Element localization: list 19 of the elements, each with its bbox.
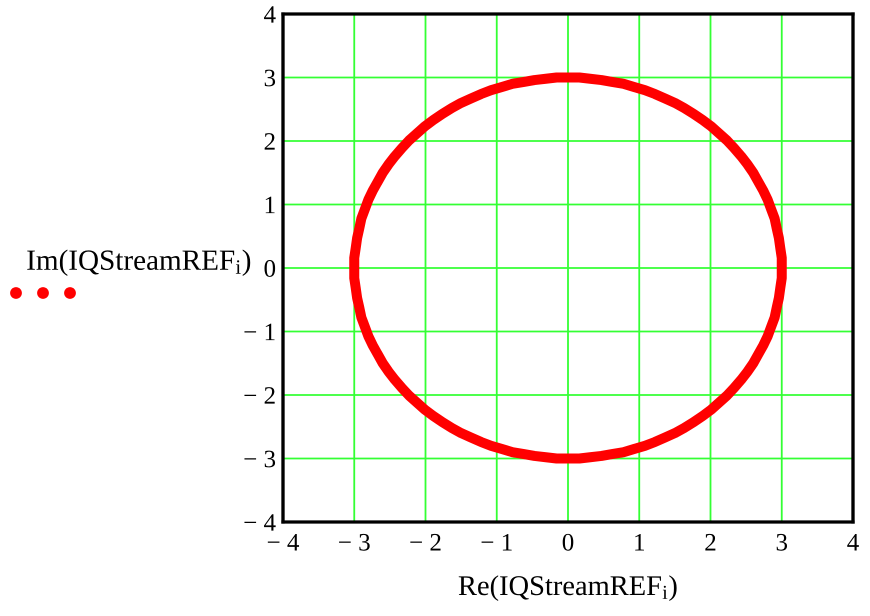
x-tick-label: 0 [562,534,574,551]
x-axis-title: Re(IQStreamREF$_{i}$) [458,575,677,602]
y-tick-label: − 3 [244,450,276,468]
y-tick-label: − 2 [244,387,275,404]
x-tick-label: 1 [635,534,644,550]
x-tick-label: 3 [776,534,788,551]
x-tick-label: 4 [847,534,859,550]
x-tick-label: − 3 [339,534,370,551]
y-axis-title: Im(IQStreamREF$_{i}$) [27,250,250,276]
y-tick-label: − 4 [244,514,276,531]
y-tick-label: 1 [266,196,275,214]
y-tick-label: 3 [264,70,276,86]
x-tick-label: 2 [705,534,716,550]
y-tick-label: 4 [264,6,276,23]
x-tick-label: − 1 [482,534,512,550]
x-tick-label: − 2 [410,534,441,550]
y-tick-label: − 1 [244,324,275,340]
y-tick-label: 2 [264,133,275,150]
y-tick-label: 0 [264,260,276,277]
